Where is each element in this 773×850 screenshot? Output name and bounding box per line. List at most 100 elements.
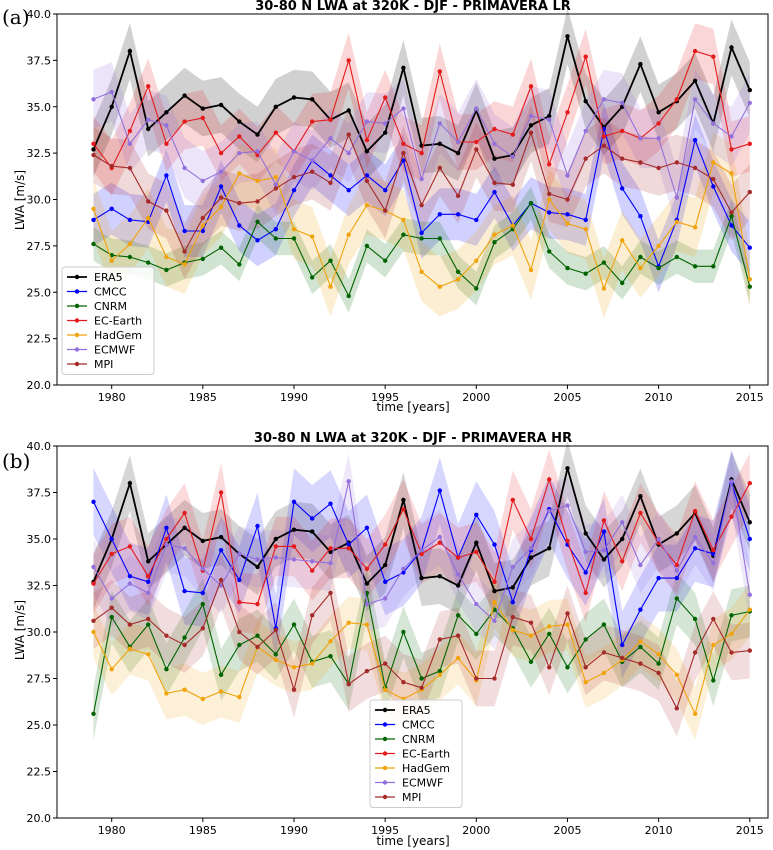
point-cmcc xyxy=(346,542,351,547)
point-cmcc xyxy=(474,512,479,517)
point-ecmwf xyxy=(127,581,133,586)
point-era5 xyxy=(127,481,133,486)
point-mpi xyxy=(346,681,351,687)
legend-marker xyxy=(382,794,388,800)
point-ec-earth xyxy=(437,69,442,74)
point-ecmwf xyxy=(492,141,497,146)
point-hadgem xyxy=(437,672,442,677)
point-ec-earth xyxy=(692,48,698,54)
point-cnrm xyxy=(711,264,716,269)
point-cnrm xyxy=(146,622,151,627)
legend-marker xyxy=(74,289,80,294)
point-cnrm xyxy=(91,711,96,716)
point-mpi xyxy=(692,650,698,655)
point-hadgem xyxy=(547,197,552,202)
point-ec-earth xyxy=(419,551,424,557)
point-ecmwf xyxy=(182,546,187,551)
x-tick-label: 2005 xyxy=(553,824,581,837)
point-era5 xyxy=(291,527,297,532)
point-cmcc xyxy=(510,600,515,605)
band-cnrm xyxy=(93,186,750,313)
point-ec-earth xyxy=(510,497,515,503)
x-axis-label: time [years] xyxy=(376,834,449,848)
panel-label-b: (b) xyxy=(2,449,30,473)
point-ecmwf xyxy=(510,154,515,159)
point-ec-earth xyxy=(528,84,534,89)
y-tick-label: 22.5 xyxy=(27,766,52,779)
point-mpi xyxy=(747,648,752,653)
point-cnrm xyxy=(620,280,625,286)
point-ec-earth xyxy=(237,134,242,139)
point-mpi xyxy=(601,650,607,655)
y-axis-label: LWA [m/s] xyxy=(13,600,27,660)
legend-label: ECMWF xyxy=(94,344,135,357)
point-mpi xyxy=(200,626,205,631)
point-ecmwf xyxy=(364,601,370,607)
chart-lr: 30-80 N LWA at 320K - DJF - PRIMAVERA LR… xyxy=(13,0,769,414)
legend-label: ERA5 xyxy=(402,704,431,717)
point-ecmwf xyxy=(674,195,679,200)
point-cnrm xyxy=(455,613,461,618)
point-era5 xyxy=(528,555,534,560)
point-ecmwf xyxy=(747,100,752,106)
point-hadgem xyxy=(601,670,607,676)
point-mpi xyxy=(419,202,424,208)
point-cmcc xyxy=(109,206,114,211)
point-cnrm xyxy=(328,654,333,659)
panel-label-a: (a) xyxy=(2,5,30,29)
point-cmcc xyxy=(127,574,133,579)
point-mpi xyxy=(109,605,114,610)
legend-marker xyxy=(382,736,388,742)
point-cnrm xyxy=(674,596,679,601)
point-mpi xyxy=(711,616,716,622)
point-cnrm xyxy=(146,260,151,265)
point-mpi xyxy=(291,175,297,180)
y-tick-label: 27.5 xyxy=(27,240,52,253)
point-ec-earth xyxy=(401,141,406,146)
point-hadgem xyxy=(109,258,114,263)
point-cnrm xyxy=(273,652,278,657)
point-cnrm xyxy=(729,214,734,219)
y-tick-label: 22.5 xyxy=(27,333,52,346)
point-ec-earth xyxy=(674,97,679,102)
point-ec-earth xyxy=(474,549,479,555)
point-cnrm xyxy=(601,622,607,627)
x-axis-label: time [years] xyxy=(376,400,449,414)
point-ec-earth xyxy=(127,128,133,134)
point-mpi xyxy=(146,199,151,204)
point-cmcc xyxy=(401,158,406,163)
point-ec-earth xyxy=(328,546,333,551)
band-era5 xyxy=(93,440,750,619)
point-mpi xyxy=(218,195,224,200)
point-era5 xyxy=(747,87,752,93)
point-hadgem xyxy=(729,171,734,176)
point-ecmwf xyxy=(528,546,534,551)
point-ecmwf xyxy=(528,113,534,119)
point-mpi xyxy=(328,590,333,596)
x-tick-label: 1980 xyxy=(98,391,126,404)
legend-marker xyxy=(382,751,388,756)
point-hadgem xyxy=(310,661,315,666)
point-hadgem xyxy=(237,694,242,700)
point-cnrm xyxy=(255,219,260,224)
point-hadgem xyxy=(91,629,96,635)
legend-label: CMCC xyxy=(402,719,435,732)
point-era5 xyxy=(474,540,479,545)
point-ec-earth xyxy=(164,536,169,542)
point-cmcc xyxy=(328,501,333,506)
point-ec-earth xyxy=(401,507,406,512)
legend-marker xyxy=(74,274,80,280)
legend-label: HadGem xyxy=(94,329,142,342)
point-hadgem xyxy=(164,691,169,696)
point-mpi xyxy=(383,661,388,666)
point-ec-earth xyxy=(91,141,96,146)
point-ec-earth xyxy=(711,548,716,553)
x-tick-label: 2015 xyxy=(736,391,764,404)
legend-marker xyxy=(74,332,80,338)
y-tick-label: 30.0 xyxy=(27,626,52,639)
point-era5 xyxy=(127,48,133,54)
x-tick-label: 2010 xyxy=(645,391,673,404)
point-hadgem xyxy=(146,652,151,657)
point-mpi xyxy=(91,152,96,158)
point-cnrm xyxy=(310,275,315,280)
